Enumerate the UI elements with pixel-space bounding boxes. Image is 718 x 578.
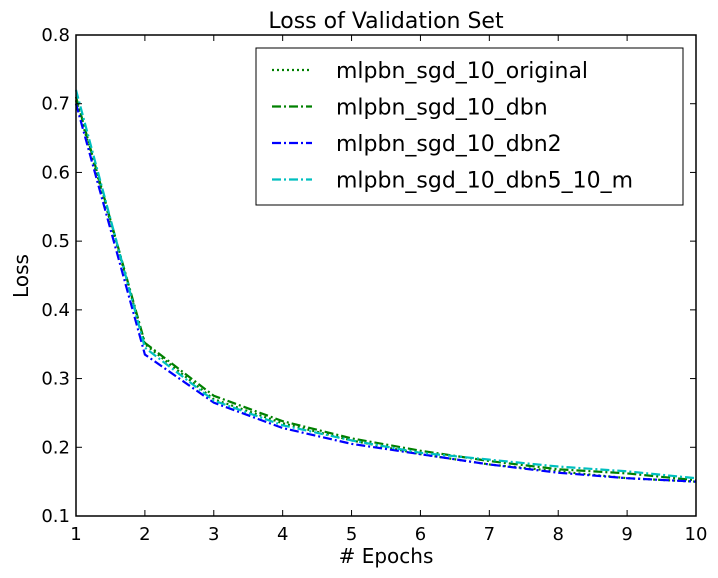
x-axis-label: # Epochs	[339, 544, 434, 568]
series-line-4	[74, 89, 697, 480]
x-tick-label: 7	[484, 524, 495, 545]
y-tick-label: 0.8	[41, 25, 70, 46]
x-tick-label: 1	[70, 524, 81, 545]
legend: mlpbn_sgd_10_original mlpbn_sgd_10_dbnmlp…	[255, 47, 684, 206]
legend-box	[255, 47, 684, 206]
legend-label-1: mlpbn_sgd_10_original	[336, 59, 588, 84]
x-tick-label: 4	[277, 524, 288, 545]
legend-label-3: mlpbn_sgd_10_dbn2	[336, 132, 562, 157]
legend-items: mlpbn_sgd_10_original mlpbn_sgd_10_dbnmlp…	[272, 59, 633, 194]
chart-title: Loss of Validation Set	[268, 9, 504, 34]
x-tick-label: 9	[621, 524, 632, 545]
plot-frame	[75, 34, 697, 517]
y-axis-label: Loss	[9, 254, 33, 298]
x-tick-label: 5	[346, 524, 357, 545]
legend-label-4: mlpbn_sgd_10_dbn5_10_m	[336, 169, 633, 194]
y-tick-label: 0.7	[41, 94, 70, 115]
y-tick-label: 0.1	[41, 506, 70, 527]
y-tick-label: 0.6	[41, 162, 70, 183]
x-tick-label: 10	[685, 524, 708, 545]
x-tick-label: 2	[139, 524, 150, 545]
x-tick-label: 3	[208, 524, 219, 545]
series-line-3	[74, 103, 697, 483]
legend-label-2: mlpbn_sgd_10_dbn	[336, 96, 548, 121]
ticks-layer: 1 2 3 4 5 6 7 8 9 10 0.1 0.2 0.3 0.4 0.5 0.6 0.7 0.8	[41, 25, 707, 545]
x-tick-label: 8	[552, 524, 563, 545]
y-tick-label: 0.5	[41, 231, 70, 252]
series-layer	[74, 89, 697, 483]
x-tick-label: 6	[415, 524, 426, 545]
y-tick-label: 0.3	[41, 369, 70, 390]
y-tick-label: 0.4	[41, 300, 70, 321]
y-tick-label: 0.2	[41, 437, 70, 458]
